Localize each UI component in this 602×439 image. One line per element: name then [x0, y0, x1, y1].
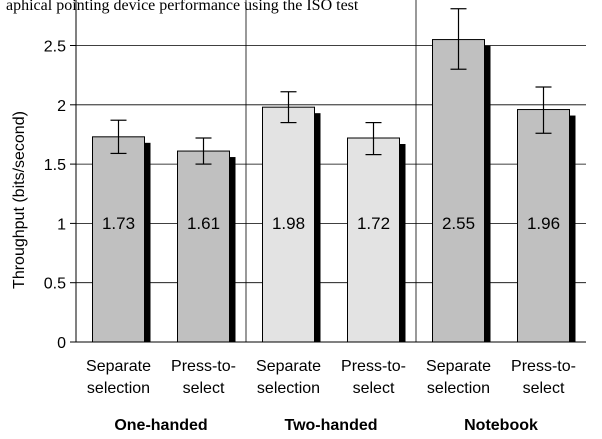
category-label-g1-b0-line0: Separate	[256, 358, 321, 375]
category-label-g2-b0-line0: Separate	[426, 358, 491, 375]
y-tick-label-5: 2.5	[44, 39, 66, 56]
value-label-g1-b1: 1.72	[357, 214, 390, 233]
bar-g2-b0	[432, 39, 485, 343]
category-label-g0-b1-line1: select	[183, 380, 225, 397]
category-label-g0-b1-line0: Press-to-	[171, 358, 236, 375]
category-label-g1-b0-line1: selection	[257, 380, 320, 397]
group-label-2: Notebook	[464, 417, 538, 434]
bar-g1-b0	[262, 106, 315, 343]
bar-g0-b1	[177, 150, 230, 343]
value-label-g2-b1: 1.96	[527, 214, 560, 233]
value-label-g2-b0: 2.55	[442, 214, 475, 233]
group-label-0: One-handed	[114, 417, 207, 434]
bar-g1-b1	[347, 137, 400, 343]
category-label-g2-b1-line1: select	[523, 380, 565, 397]
category-label-g2-b0-line1: selection	[427, 380, 490, 397]
value-label-g1-b0: 1.98	[272, 214, 305, 233]
axes-layer	[70, 0, 586, 343]
category-label-g0-b0-line0: Separate	[86, 358, 151, 375]
group-label-1: Two-handed	[284, 417, 377, 434]
value-label-g0-b1: 1.61	[187, 214, 220, 233]
bars-layer	[92, 8, 576, 343]
y-tick-label-1: 0.5	[44, 276, 66, 293]
y-tick-label-0: 0	[57, 335, 66, 352]
category-label-g1-b1-line0: Press-to-	[341, 358, 406, 375]
y-tick-label-3: 1.5	[44, 157, 66, 174]
category-label-g1-b1-line1: select	[353, 380, 395, 397]
bar-g2-b1	[517, 109, 570, 343]
category-label-g2-b1-line0: Press-to-	[511, 358, 576, 375]
y-axis-label: Throughput (bits/second)	[11, 111, 28, 289]
category-label-g0-b0-line1: selection	[87, 380, 150, 397]
value-label-g0-b0: 1.73	[102, 214, 135, 233]
bar-g0-b0	[92, 136, 145, 343]
y-tick-label-4: 2	[57, 98, 66, 115]
gridlines	[76, 0, 586, 342]
y-tick-label-2: 1	[57, 216, 66, 233]
figure-caption: aphical pointing device performance usin…	[6, 0, 359, 14]
labels-layer: 0 0.5 1 1.5 2 2.5 1.73 Separate selection 1.61 Pre…	[44, 39, 576, 435]
